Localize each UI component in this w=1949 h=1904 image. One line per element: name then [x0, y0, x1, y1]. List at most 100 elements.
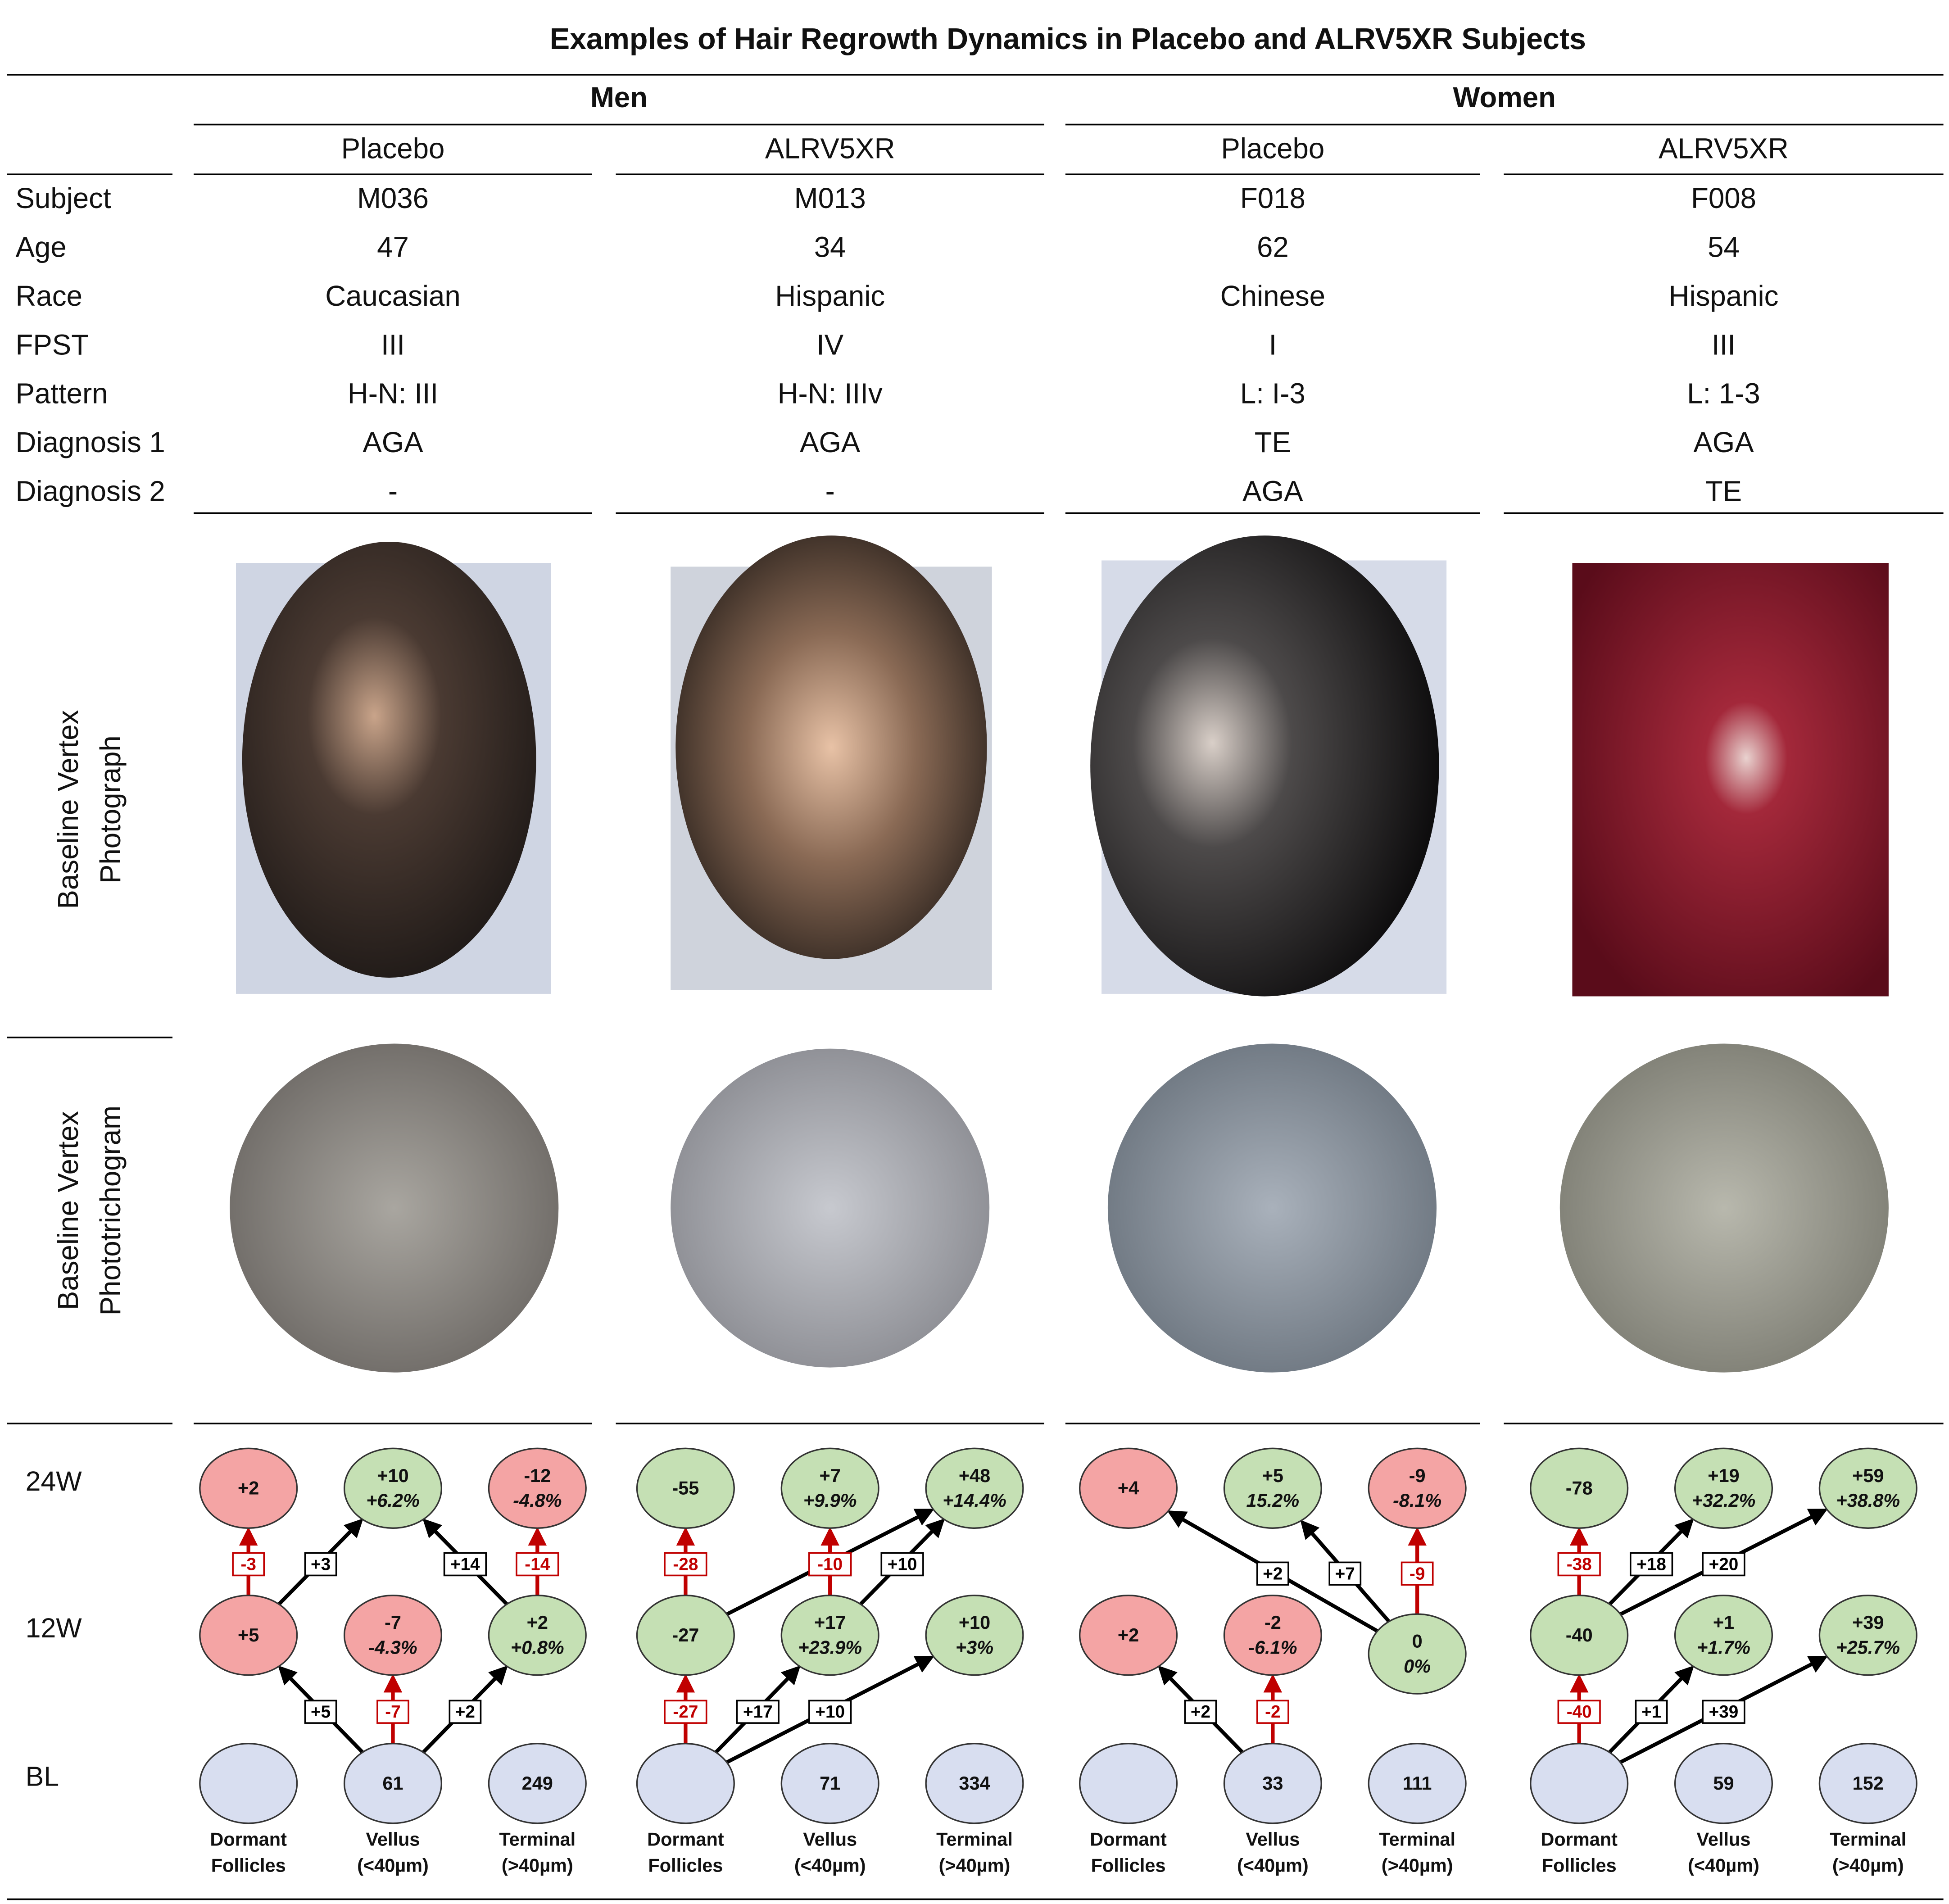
- timepoint: 24W: [26, 1466, 82, 1496]
- edge-label: +3: [311, 1555, 331, 1574]
- node: [1818, 1595, 1917, 1676]
- column-label: Dormant: [647, 1828, 724, 1850]
- edge-label-box: [664, 1552, 707, 1577]
- title: Examples of Hair Regrowth Dynamics in Pl…: [550, 23, 1586, 56]
- node-pct: -6.1%: [1248, 1637, 1297, 1658]
- node-value: -9: [1409, 1465, 1426, 1486]
- node: [780, 1447, 879, 1529]
- node-value: 334: [959, 1773, 990, 1794]
- node: [488, 1743, 587, 1824]
- edge-label: +2: [1263, 1564, 1283, 1583]
- arm-header: Placebo: [341, 132, 445, 164]
- node: [925, 1743, 1024, 1824]
- row-label: Pattern: [16, 378, 108, 410]
- node-pct: +3%: [956, 1637, 993, 1658]
- cell: TE: [1705, 476, 1742, 508]
- cell: III: [1712, 329, 1736, 361]
- edge-label-box: [1328, 1561, 1362, 1586]
- photo: [242, 542, 536, 978]
- edge-label-box: [1184, 1700, 1217, 1724]
- node-pct: -4.8%: [513, 1490, 562, 1511]
- node: [925, 1447, 1024, 1529]
- edge-label: +39: [1709, 1702, 1739, 1722]
- arm-header: ALRV5XR: [1659, 132, 1789, 164]
- column-label: (>40µm): [939, 1855, 1011, 1876]
- cell: Hispanic: [1669, 280, 1779, 312]
- node-value: 59: [1713, 1773, 1734, 1794]
- trichogram: [1107, 1043, 1437, 1373]
- node-value: +19: [1708, 1465, 1739, 1486]
- node-value: +2: [238, 1478, 259, 1499]
- arm-header: ALRV5XR: [765, 132, 895, 164]
- timepoint: 12W: [26, 1613, 82, 1643]
- node-value: 61: [382, 1773, 403, 1794]
- node-pct: +32.2%: [1692, 1490, 1756, 1511]
- edge-label: -14: [525, 1555, 550, 1574]
- edge-label-box: [808, 1700, 852, 1724]
- node-pct: +38.8%: [1836, 1490, 1900, 1511]
- edge-label: +1: [1641, 1702, 1661, 1722]
- node: [343, 1447, 443, 1529]
- diagram: Dormant Follicles Vellus (<40µm) Terminal (>4…: [636, 1447, 1024, 1876]
- edge-label: -3: [240, 1555, 256, 1574]
- node-value: -55: [672, 1478, 699, 1499]
- cell: 62: [1257, 231, 1289, 263]
- node: [1530, 1447, 1629, 1529]
- cell: 54: [1708, 231, 1740, 263]
- node-pct: +1.7%: [1697, 1637, 1750, 1658]
- diagram: Dormant Follicles Vellus (<40µm) Terminal (>4…: [1530, 1447, 1917, 1876]
- row-label: FPST: [16, 329, 89, 361]
- column-label: (<40µm): [1688, 1855, 1759, 1876]
- node: [1818, 1743, 1917, 1824]
- row-label: Subject: [16, 182, 111, 214]
- node: [199, 1595, 298, 1676]
- node: [925, 1595, 1024, 1676]
- node-pct: +9.9%: [803, 1490, 857, 1511]
- node-value: 152: [1853, 1773, 1884, 1794]
- cell: F008: [1691, 182, 1756, 214]
- node-value: -7: [385, 1612, 401, 1633]
- node-value: -27: [672, 1624, 699, 1646]
- edge-label-box: [736, 1700, 780, 1724]
- node-value: 111: [1403, 1773, 1432, 1794]
- node-value: 71: [820, 1773, 840, 1794]
- node: [1079, 1743, 1178, 1824]
- photos: [230, 535, 1889, 1373]
- node-pct: +6.2%: [366, 1490, 420, 1511]
- cell: 47: [377, 231, 409, 263]
- column-label: Vellus: [1697, 1828, 1751, 1850]
- node-pct: 15.2%: [1246, 1490, 1300, 1511]
- row-label: Race: [16, 280, 82, 312]
- node-value: +2: [1118, 1624, 1139, 1646]
- cell: AGA: [363, 426, 423, 458]
- image-row-label: Baseline Vertex: [52, 710, 84, 909]
- photo: [1090, 535, 1439, 997]
- edge-label: -27: [673, 1702, 698, 1722]
- edge-label-box: [449, 1700, 482, 1724]
- column-label: (<40µm): [357, 1855, 429, 1876]
- node: [488, 1447, 587, 1529]
- cell: I: [1269, 329, 1277, 361]
- cell: F018: [1240, 182, 1305, 214]
- trichogram: [671, 1048, 990, 1368]
- image-row-label: Baseline Vertex: [52, 1111, 84, 1310]
- photo: [675, 535, 987, 959]
- edge-label: -28: [673, 1555, 698, 1574]
- node-value: 249: [522, 1773, 553, 1794]
- edge-label-box: [808, 1552, 852, 1577]
- edge-label-box: [232, 1552, 265, 1577]
- edge-label: +2: [1191, 1702, 1210, 1722]
- node-value: 33: [1262, 1773, 1283, 1794]
- edge-label: +10: [888, 1555, 917, 1574]
- edge-label-box: [1557, 1552, 1601, 1577]
- node: [1223, 1595, 1322, 1676]
- column-label: Follicles: [211, 1855, 286, 1876]
- trichogram: [1559, 1043, 1889, 1373]
- cell: IV: [816, 329, 844, 361]
- column-label: Terminal: [499, 1828, 576, 1850]
- edge-label: +7: [1335, 1564, 1355, 1583]
- cell: H-N: III: [348, 378, 438, 410]
- edge-label: +2: [455, 1702, 475, 1722]
